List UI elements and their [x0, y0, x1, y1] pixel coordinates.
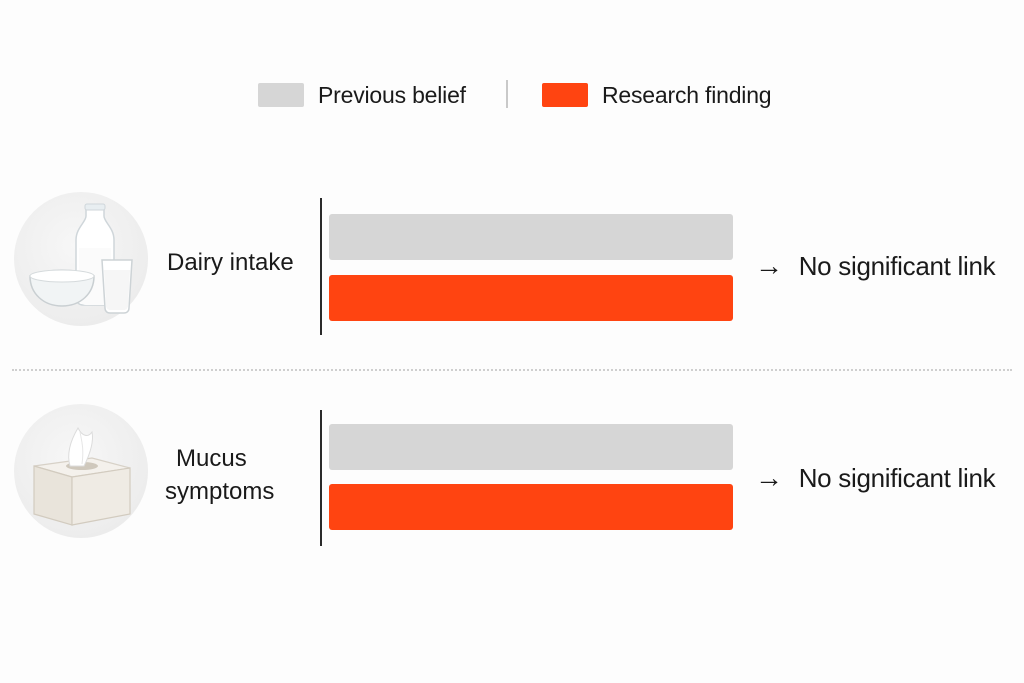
legend-label-research-finding: Research finding [602, 81, 772, 108]
tissue-box-icon [14, 404, 148, 538]
category-label-mucus: Mucus [176, 445, 247, 472]
category-label-symptoms: symptoms [165, 478, 275, 505]
dairy-products-icon [14, 192, 148, 326]
bar-previous-belief-mucus-symptoms [329, 424, 733, 470]
arrow-right-icon: → [755, 462, 783, 493]
category-label-dairy-intake: Dairy intake [167, 249, 294, 276]
bar-research-finding-mucus-symptoms [329, 484, 733, 530]
row-axis-line [320, 198, 322, 335]
legend-item-previous-belief: Previous belief [258, 80, 466, 110]
annotation-dairy-intake: → No significant link [755, 250, 996, 282]
row-divider [12, 369, 1012, 371]
legend-swatch-research-finding [542, 83, 588, 107]
annotation-text-dairy-intake: No significant link [798, 250, 996, 281]
legend-separator [506, 80, 508, 108]
legend-swatch-previous-belief [258, 83, 304, 107]
annotation-mucus-symptoms: → No significant link [755, 462, 996, 494]
arrow-right-icon: → [755, 250, 783, 281]
legend-item-research-finding: Research finding [542, 80, 772, 110]
annotation-text-mucus-symptoms: No significant link [798, 462, 996, 493]
legend: Previous belief Research finding [0, 80, 1024, 110]
bar-research-finding-dairy-intake [329, 275, 733, 321]
legend-label-previous-belief: Previous belief [318, 81, 466, 108]
bar-previous-belief-dairy-intake [329, 214, 733, 260]
row-axis-line [320, 410, 322, 546]
